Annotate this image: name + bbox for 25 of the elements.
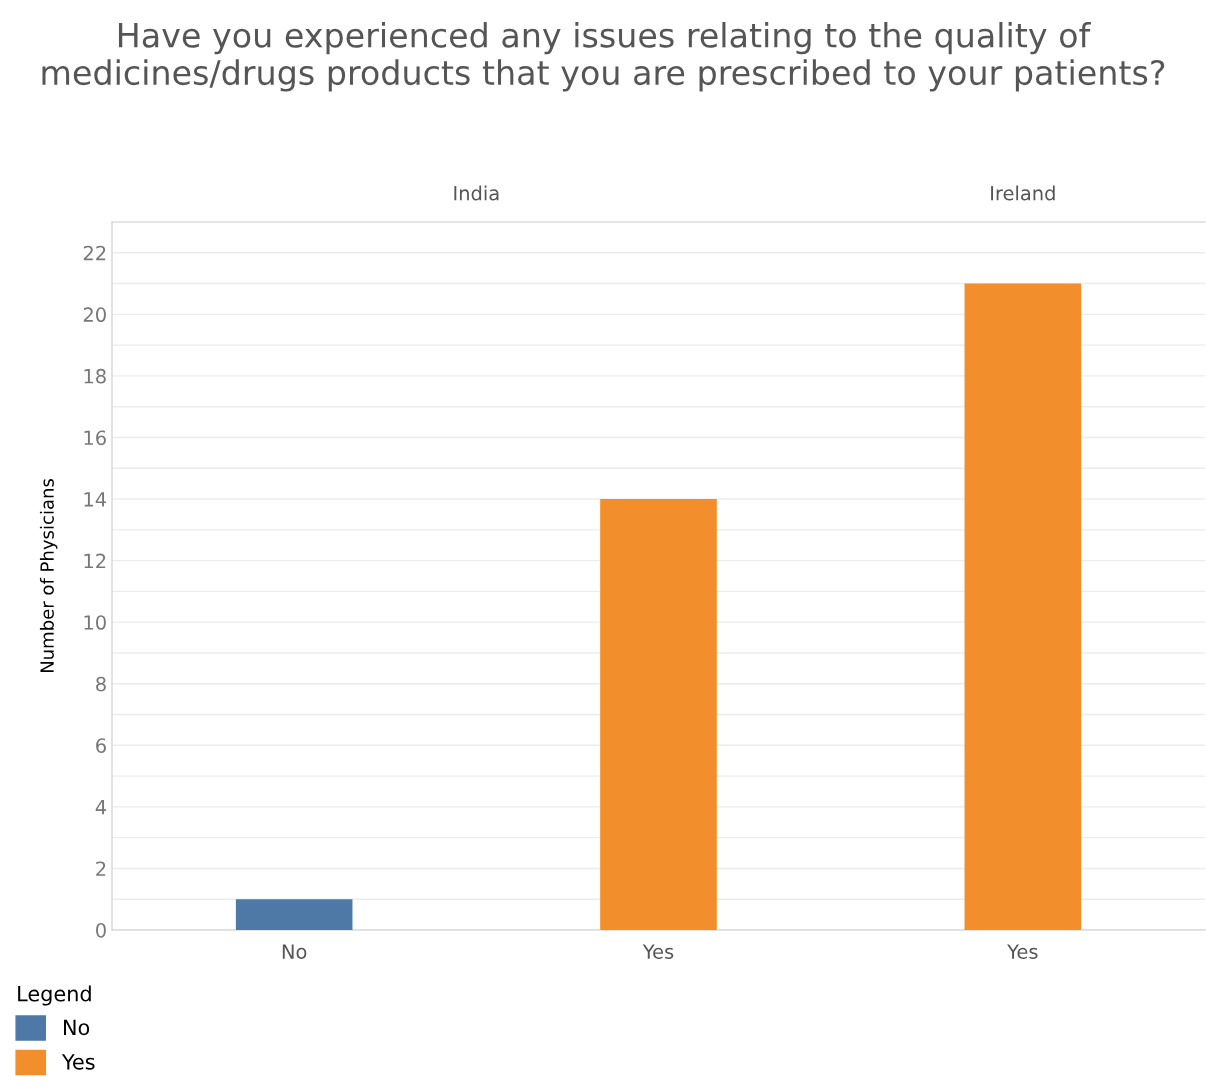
chart-title: Have you experienced any issues relating to the quality of medicines/drugs products that you are prescribed to your patients? <box>42 22 1165 92</box>
y-tick-label: 14 <box>84 492 107 507</box>
legend-label: No <box>64 1019 90 1036</box>
y-tick-label: 18 <box>84 368 106 384</box>
y-tick-label: 10 <box>84 615 106 630</box>
legend-title: Legend <box>18 985 91 1006</box>
y-tick-label: 4 <box>95 800 107 815</box>
text: Ireland <box>991 185 1055 201</box>
y-tick-label: 16 <box>84 430 106 446</box>
x-tick-label: Yes <box>1007 944 1038 959</box>
x-tick-label: No <box>282 944 307 959</box>
y-tick-label: 20 <box>83 307 106 323</box>
y-tick-label: 8 <box>96 676 106 692</box>
y-axis-title: Number of Physicians <box>39 479 58 673</box>
legend-label: Yes <box>61 1054 95 1070</box>
y-tick-label: 0 <box>96 922 106 938</box>
text: India <box>454 185 499 201</box>
bar <box>964 283 1082 930</box>
bar <box>235 899 353 930</box>
bar <box>600 499 717 930</box>
y-tick-label: 6 <box>96 738 106 753</box>
x-tick-label: Yes <box>642 944 674 959</box>
y-tick-label: 2 <box>96 861 106 876</box>
y-tick-label: 22 <box>83 245 106 261</box>
y-tick-label: 12 <box>84 553 106 568</box>
